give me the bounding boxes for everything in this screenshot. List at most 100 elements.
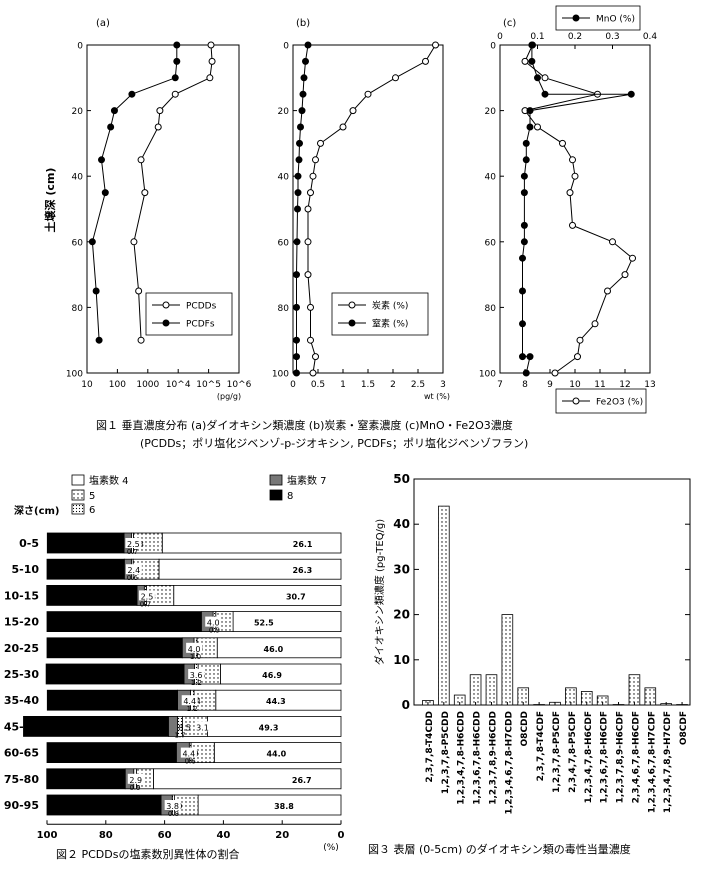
fig1a-y-tick-label: 40 [72, 173, 84, 183]
fig2-data-label: 2.4 [127, 566, 140, 575]
fig1b-炭素 (%)-point [392, 74, 399, 82]
fig2-data-label-bg [188, 669, 205, 679]
fig1b-炭素 (%)-point [307, 336, 314, 344]
fig2-data-label: 60.8 [55, 540, 73, 549]
fig2-data-label-bg [205, 616, 222, 627]
fig1b-炭素 (%)-point [304, 238, 312, 246]
fig1c-fe2o3-point [559, 139, 566, 147]
fig2-data-label: 4.0 [188, 645, 201, 654]
fig1a-legend-label: PCDDs [186, 302, 217, 312]
fig1b-窒素 (%)-point [294, 205, 301, 213]
fig1c-fe2o3-point [621, 271, 629, 279]
fig2-legend-swatch [71, 489, 85, 501]
fig1a-PCDDs-point [208, 57, 216, 65]
fig1b-窒素 (%)-point [304, 41, 312, 49]
fig2-data-label: 1.7 [174, 731, 185, 739]
fig2-legend-swatch [269, 474, 283, 486]
fig1b-炭素 (%)-point [307, 303, 314, 311]
fig2-x-unit: (%) [323, 843, 339, 853]
fig1b-y-tick-label: 0 [283, 42, 289, 52]
fig1b-legend-label: 窒素 (%) [372, 318, 408, 330]
fig2-legend-label: 塩素数 7 [287, 474, 327, 487]
fig1b-legend-swatch-marker [348, 319, 356, 327]
fig2-data-label-bg [292, 564, 313, 575]
fig1c-mno-point [520, 238, 528, 246]
fig1b-炭素 (%)-point [309, 369, 317, 377]
fig2-x-tick-label: 40 [216, 830, 230, 841]
fig1a-panel-label: (a) [96, 18, 110, 29]
fig1b-x-tick-label: 2 [390, 380, 396, 390]
fig3-x-tick-label: 1,2,3,4,6,7,8-H7CDF [647, 711, 657, 813]
fig1a-legend-label: PCDFs [186, 320, 215, 330]
fig1b-炭素 (%)-point [422, 57, 429, 65]
fig1b-窒素 (%)-point [294, 172, 302, 180]
fig1b-y-tick-label: 100 [272, 370, 289, 380]
fig1c-y-tick-label: 80 [485, 304, 497, 314]
fig2-data-label: 56.9 [55, 592, 73, 601]
fig2-data-label: 45.4 [55, 723, 73, 732]
fig2-bar-segment [232, 611, 342, 632]
fig2-category-label: 75-80 [4, 773, 40, 786]
fig1c-bottom-tick-label: 8 [522, 380, 528, 390]
fig1b-窒素 (%)-point [293, 336, 300, 344]
fig1a-PCDFs-point [101, 189, 109, 197]
fig1b-x-tick-label: 0.5 [311, 380, 325, 390]
fig1c-mno-point [541, 90, 549, 98]
fig1a-y-tick-label: 60 [72, 238, 84, 248]
fig2-legend-label: 塩素数 4 [89, 474, 129, 487]
fig1c-legend-top-swatch-marker [572, 14, 580, 22]
fig1b-炭素 (%)-point [349, 107, 357, 115]
fig2-data-label: 61.9 [55, 566, 73, 575]
fig1c-top-tick-label: 0.3 [605, 32, 619, 42]
fig1b-x-unit: wt (%) [424, 392, 450, 401]
fig3-x-tick-label: 2,3,7,8-T4CDF [536, 711, 546, 781]
fig1c-bottom-tick-label: 13 [644, 380, 655, 390]
fig1b-y-tick-label: 60 [278, 238, 290, 248]
fig1-y-label: 土壌深 (cm) [43, 168, 57, 233]
fig1c-mno-point [627, 90, 635, 98]
fig2-bar-segment [45, 663, 185, 685]
fig1b-炭素 (%)-point [312, 156, 319, 164]
fig1b-窒素 (%)-point [296, 139, 303, 147]
fig3-x-tick-label: 1,2,3,6,7,8-H6CDD [473, 711, 483, 805]
fig3-x-tick-label: 2,3,7,8-T4CDD [425, 711, 435, 783]
fig2-data-label: 0.9 [129, 784, 140, 792]
fig1b-炭素 (%)-point [307, 189, 314, 197]
fig1c-fe2o3-point [569, 221, 576, 229]
fig3-frame [413, 478, 691, 706]
fig1c-top-tick-label: 0.1 [530, 32, 544, 42]
fig2-caption: 図２ PCDDsの塩素数別異性体の割合 [56, 848, 240, 861]
fig2-data-label: 0.9 [209, 627, 220, 635]
fig1a-x-tick-label: 10^5 [196, 380, 221, 390]
fig2-category-label: 5-10 [11, 563, 39, 576]
fig1c-fe2o3-point [534, 123, 541, 131]
fig1b-窒素 (%)-point [295, 156, 303, 164]
fig2-x-tick-label: 60 [158, 830, 172, 841]
fig1b-x-tick-label: 0 [290, 380, 296, 390]
fig1c-mno-point [519, 353, 526, 361]
fig2-data-label: 44.3 [266, 697, 286, 706]
fig3-x-tick-label: 1,2,3,4,6,7,8-H7CDD [504, 711, 514, 814]
fig1a-PCDDs-point [156, 107, 164, 115]
fig1c-top-tick-label: 0 [497, 32, 503, 42]
fig1c-fe2o3-point [604, 287, 611, 295]
fig3-x-tick-label: 1,2,3,6,7,8-H6CDF [600, 711, 610, 803]
fig1a-PCDDs-point [130, 238, 138, 246]
fig2-data-label: 63.8 [55, 776, 73, 785]
fig2-bar-segment [46, 532, 125, 554]
fig2-data-label: 30.7 [286, 592, 306, 601]
fig2-data-label-bg [263, 642, 284, 653]
fig2-legend-swatch [71, 474, 85, 486]
fig1c-mno-point [519, 287, 526, 295]
fig1c-mno-point [526, 123, 534, 131]
fig2-data-label: 48.6 [55, 802, 73, 811]
fig2-data-label: 42.1 [55, 645, 73, 654]
fig1a-PCDDs-point [171, 90, 179, 98]
fig1c-fe2o3-point [571, 172, 579, 180]
fig3-caption: 図３ 表層 (0-5cm) のダイオキシン類の毒性当量濃度 [368, 843, 631, 856]
fig2-legend-label: 8 [287, 491, 293, 502]
fig1b-legend-label: 炭素 (%) [372, 300, 408, 312]
fig2-bar-segment [46, 689, 178, 711]
fig1a-PCDDs-point [141, 189, 149, 197]
